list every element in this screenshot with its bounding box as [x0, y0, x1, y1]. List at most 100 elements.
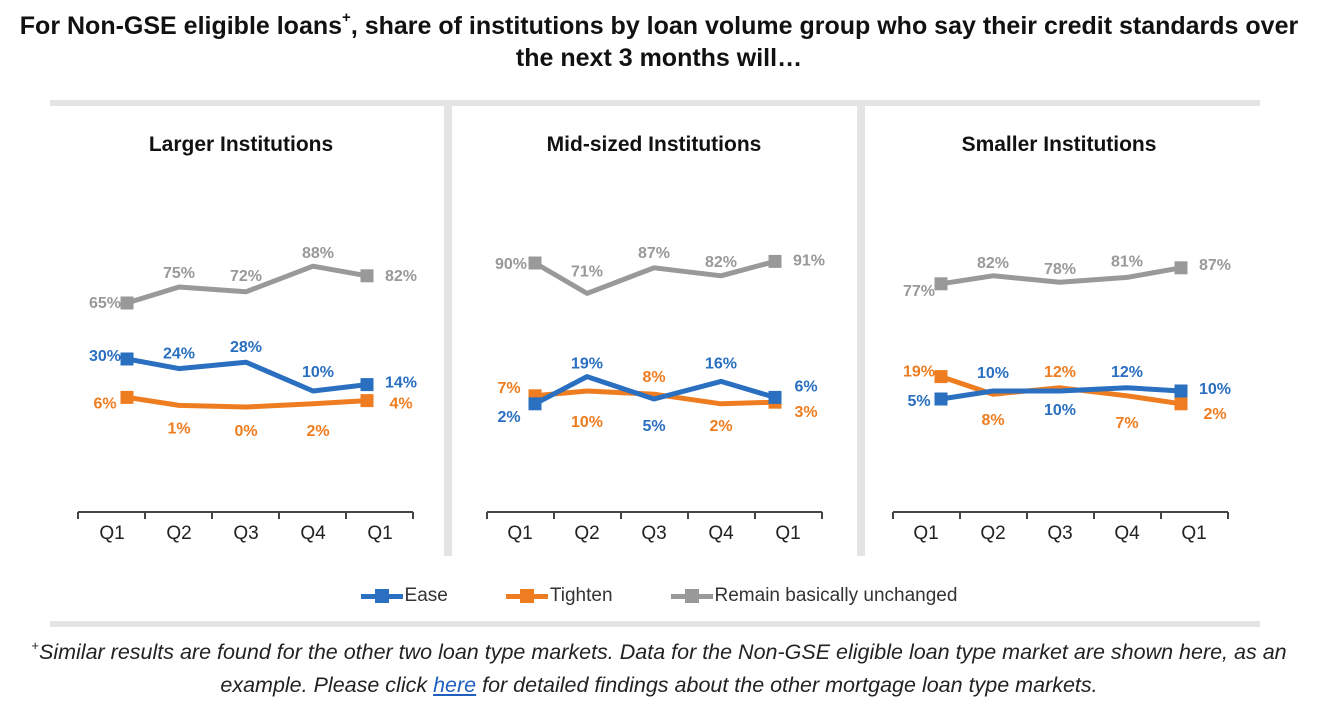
series-line-ease — [940, 385, 1182, 402]
data-label-ease: 6% — [794, 378, 817, 395]
title-footnote-marker: + — [342, 9, 351, 26]
footnote: +Similar results are found for the other… — [0, 636, 1318, 702]
data-label-tighten: 2% — [709, 418, 732, 435]
series-marker-unchanged[interactable] — [768, 254, 782, 268]
title-text: For Non-GSE eligible loans — [19, 12, 343, 40]
data-label-tighten: 7% — [1115, 415, 1138, 432]
series-marker-ease[interactable] — [120, 352, 134, 366]
data-label-ease: 2% — [497, 409, 520, 426]
data-label-tighten: 6% — [93, 395, 116, 412]
series-line-tighten — [534, 388, 776, 407]
data-label-tighten: 8% — [642, 369, 665, 386]
x-tick-label: Q2 — [980, 523, 1005, 544]
series-marker-unchanged[interactable] — [934, 277, 948, 291]
data-label-ease: 16% — [705, 355, 737, 372]
legend-item-unchanged[interactable]: Remain basically unchanged — [670, 583, 958, 609]
footnote-here-link[interactable]: here — [433, 673, 477, 697]
series-line-ease — [533, 374, 776, 407]
series-marker-unchanged[interactable] — [528, 256, 542, 270]
data-label-ease: 30% — [89, 348, 121, 365]
series-line-tighten — [940, 374, 1182, 407]
x-tick-label: Q2 — [166, 523, 191, 544]
footnote-text: Similar results are found for the other … — [38, 640, 1287, 697]
data-label-unchanged: 75% — [163, 265, 195, 282]
x-tick-label: Q3 — [233, 523, 258, 544]
charts-area: Larger Institutions Q1 Q2 Q3 Q4 Q1 65% 75% 72% 88… — [77, 133, 1231, 544]
x-tick-label: Q1 — [367, 523, 392, 544]
data-label-unchanged: 65% — [89, 295, 121, 312]
x-tick-label: Q4 — [300, 523, 326, 544]
panel-title: Smaller Institutions — [962, 133, 1157, 156]
series-marker-unchanged[interactable] — [1174, 261, 1188, 275]
x-tick-label: Q3 — [1047, 523, 1072, 544]
data-label-unchanged: 88% — [302, 245, 334, 262]
data-label-ease: 10% — [302, 364, 334, 381]
data-label-tighten: 7% — [497, 380, 520, 397]
data-label-tighten: 1% — [167, 420, 190, 437]
x-tick-label: Q1 — [775, 523, 800, 544]
data-label-tighten: 4% — [389, 396, 412, 413]
legend-swatch-unchanged — [670, 586, 713, 606]
series-marker-unchanged[interactable] — [120, 296, 134, 310]
series-line-tighten — [126, 394, 368, 410]
data-label-ease: 10% — [1199, 381, 1231, 398]
panel-title: Mid-sized Institutions — [547, 133, 762, 156]
panel-separator — [444, 106, 452, 556]
legend-item-ease[interactable]: Ease — [360, 583, 448, 609]
data-label-unchanged: 87% — [1199, 257, 1231, 274]
series-marker-ease[interactable] — [934, 392, 948, 406]
data-label-unchanged: 82% — [385, 268, 417, 285]
data-label-ease: 24% — [163, 346, 195, 363]
bottom-divider-band — [50, 621, 1260, 627]
title-text-rest: , share of institutions by loan volume g… — [350, 12, 1299, 72]
data-label-unchanged: 78% — [1044, 261, 1076, 278]
series-line-unchanged — [940, 265, 1182, 287]
data-label-ease: 5% — [907, 393, 930, 410]
data-label-tighten: 8% — [981, 412, 1004, 429]
series-line-unchanged — [126, 263, 368, 306]
data-label-unchanged: 82% — [705, 254, 737, 271]
data-label-ease: 28% — [230, 339, 262, 356]
series-marker-tighten[interactable] — [120, 390, 134, 404]
data-label-tighten: 2% — [306, 423, 329, 440]
series-marker-ease[interactable] — [528, 397, 542, 411]
x-tick-label: Q3 — [641, 523, 666, 544]
data-label-tighten: 12% — [1044, 364, 1076, 381]
footnote-text-end: for detailed findings about the other mo… — [476, 673, 1098, 697]
series-marker-tighten[interactable] — [360, 394, 374, 408]
data-label-unchanged: 87% — [638, 245, 670, 262]
panel-separator — [857, 106, 865, 556]
x-tick-label: Q1 — [913, 523, 938, 544]
data-label-tighten: 0% — [234, 423, 257, 440]
series-marker-ease[interactable] — [768, 390, 782, 404]
series-marker-ease[interactable] — [360, 378, 374, 392]
x-tick-label: Q1 — [1181, 523, 1206, 544]
legend-swatch-tighten — [505, 586, 548, 606]
footnote-marker: + — [31, 638, 39, 653]
data-label-unchanged: 81% — [1111, 253, 1143, 270]
page-title: For Non-GSE eligible loans+, share of in… — [0, 10, 1318, 74]
legend: Ease Tighten Remain basically unchanged — [0, 583, 1318, 609]
legend-label: Tighten — [549, 585, 613, 606]
panel-title: Larger Institutions — [149, 133, 333, 156]
data-label-unchanged: 91% — [793, 252, 825, 269]
x-tick-label: Q4 — [1114, 523, 1140, 544]
data-label-unchanged: 82% — [977, 255, 1009, 272]
data-label-ease: 5% — [642, 418, 665, 435]
data-label-tighten: 3% — [794, 404, 817, 421]
series-marker-tighten[interactable] — [1174, 397, 1188, 411]
data-label-ease: 19% — [571, 356, 603, 373]
series-marker-tighten[interactable] — [934, 370, 948, 384]
data-label-ease: 14% — [385, 375, 417, 392]
data-label-unchanged: 72% — [230, 268, 262, 285]
data-label-tighten: 2% — [1203, 406, 1226, 423]
data-label-unchanged: 71% — [571, 263, 603, 280]
data-label-ease: 12% — [1111, 364, 1143, 381]
series-marker-unchanged[interactable] — [360, 269, 374, 283]
top-divider-band — [50, 100, 1260, 106]
legend-item-tighten[interactable]: Tighten — [505, 583, 613, 609]
series-marker-ease[interactable] — [1174, 384, 1188, 398]
legend-label: Remain basically unchanged — [714, 585, 958, 606]
data-label-unchanged: 77% — [903, 283, 935, 300]
x-tick-label: Q4 — [708, 523, 734, 544]
